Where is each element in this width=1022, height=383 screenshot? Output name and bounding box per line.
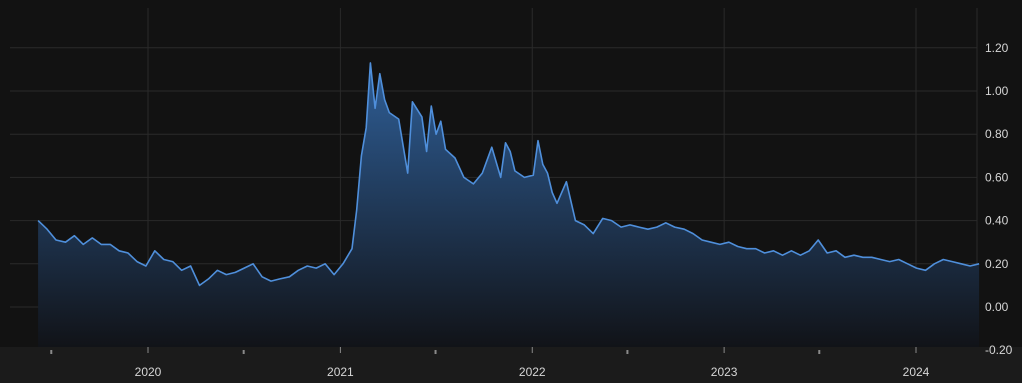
x-axis-strip	[0, 347, 1022, 383]
x-tick-label: 2021	[327, 365, 354, 379]
y-tick-label: 0.80	[985, 127, 1009, 141]
y-tick-label: -0.20	[985, 343, 1013, 357]
x-tick-label: 2022	[519, 365, 546, 379]
series-line	[37, 62, 980, 287]
x-tick-label: 2024	[903, 365, 930, 379]
series-area	[38, 62, 980, 348]
y-tick-label: 1.20	[985, 41, 1009, 55]
y-tick-label: 0.00	[985, 300, 1009, 314]
x-axis: 2020 2021 2022 2023 2024	[50, 347, 930, 379]
y-axis: 1.20 1.00 0.80 0.60 0.40 0.20 0.00 -0.20	[985, 41, 1013, 357]
x-tick-label: 2020	[135, 365, 162, 379]
y-tick-label: 0.60	[985, 170, 1009, 184]
y-tick-label: 1.00	[985, 84, 1009, 98]
x-tick-label: 2023	[711, 365, 738, 379]
y-tick-label: 0.40	[985, 214, 1009, 228]
y-tick-label: 0.20	[985, 257, 1009, 271]
